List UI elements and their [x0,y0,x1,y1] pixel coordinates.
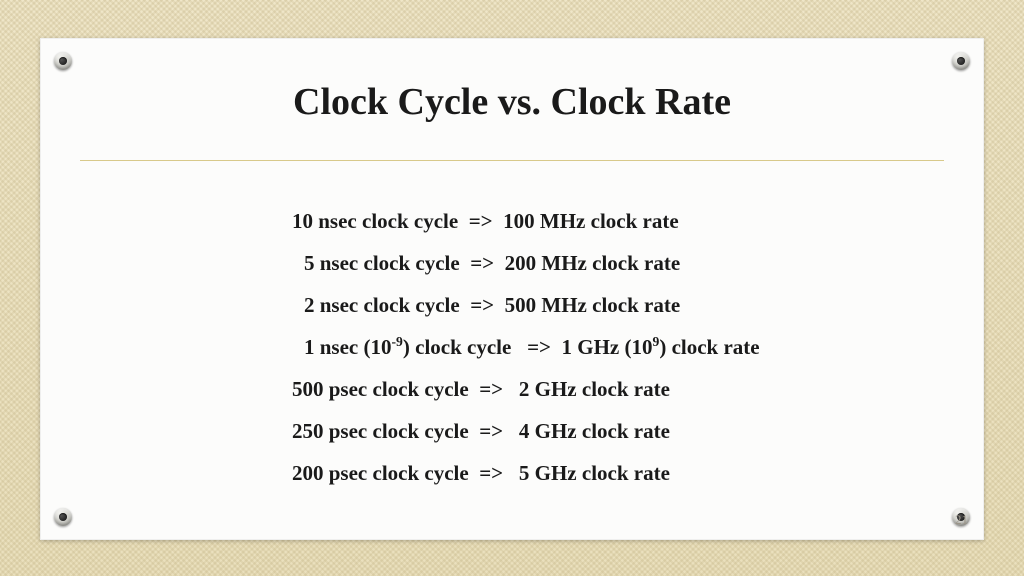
clock-rate-value: 4 GHz clock rate [519,419,670,443]
list-item: 1 nsec (10-9) clock cycle => 1 GHz (109)… [292,326,760,368]
list-item: 200 psec clock cycle => 5 GHz clock rate [292,452,760,494]
arrow-implies: => [469,209,493,233]
list-item: 250 psec clock cycle => 4 GHz clock rate [292,410,760,452]
clock-rate-value: 100 MHz clock rate [503,209,679,233]
slide-title: Clock Cycle vs. Clock Rate [40,80,984,124]
list-item: 10 nsec clock cycle => 100 MHz clock rat… [292,200,760,242]
clock-rate-value: 1 GHz (109) clock rate [562,335,760,359]
arrow-implies: => [479,461,503,485]
arrow-implies: => [479,377,503,401]
corner-rivet-icon [54,52,72,70]
arrow-implies: => [470,293,494,317]
list-item: 500 psec clock cycle => 2 GHz clock rate [292,368,760,410]
arrow-implies: => [479,419,503,443]
clock-cycle-value: 2 nsec clock cycle [304,293,460,317]
list-item: 2 nsec clock cycle => 500 MHz clock rate [292,284,760,326]
clock-cycle-value: 1 nsec (10-9) clock cycle [304,335,511,359]
clock-cycle-value: 10 nsec clock cycle [292,209,458,233]
corner-rivet-icon [952,52,970,70]
clock-rate-value: 500 MHz clock rate [505,293,681,317]
arrow-implies: => [527,335,551,359]
clock-cycle-value: 200 psec clock cycle [292,461,469,485]
slide-paper-card: Clock Cycle vs. Clock Rate 10 nsec clock… [40,38,984,540]
arrow-implies: => [470,251,494,275]
clock-cycle-value: 500 psec clock cycle [292,377,469,401]
title-divider-line [80,160,944,161]
list-item: 5 nsec clock cycle => 200 MHz clock rate [292,242,760,284]
clock-rate-value: 5 GHz clock rate [519,461,670,485]
clock-cycle-rate-list: 10 nsec clock cycle => 100 MHz clock rat… [292,200,760,494]
clock-rate-value: 2 GHz clock rate [519,377,670,401]
clock-cycle-value: 5 nsec clock cycle [304,251,460,275]
corner-rivet-icon [54,508,72,526]
clock-rate-value: 200 MHz clock rate [505,251,681,275]
clock-cycle-value: 250 psec clock cycle [292,419,469,443]
slide-page-number: 21 [955,512,968,528]
